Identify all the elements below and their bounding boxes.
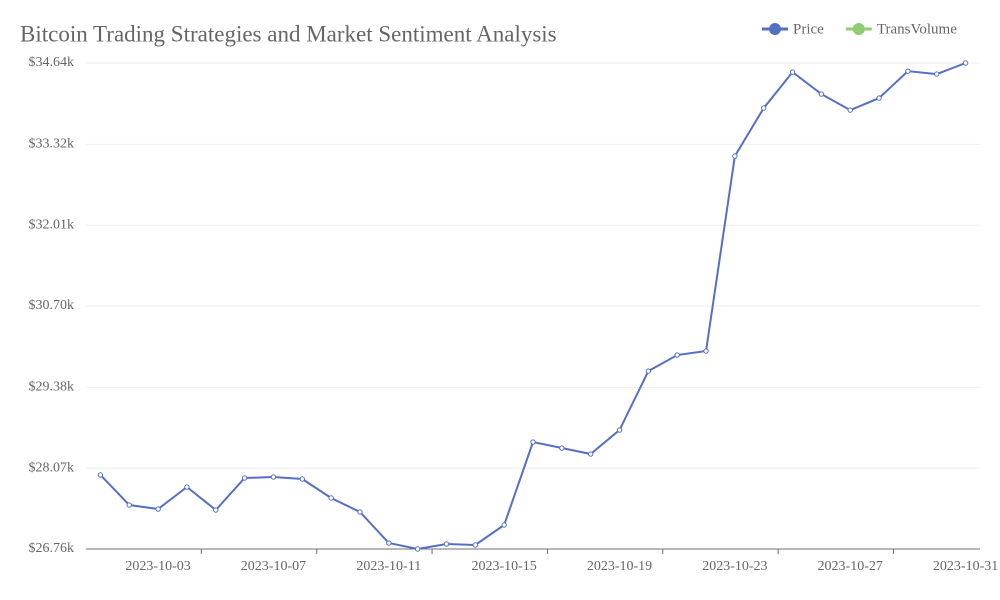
data-point	[299, 476, 305, 482]
data-point	[847, 107, 853, 113]
data-point	[530, 439, 536, 445]
x-tick-label: 2023-10-03	[125, 559, 190, 574]
data-point	[241, 475, 248, 481]
legend-symbol	[852, 23, 865, 35]
data-point	[184, 484, 190, 490]
data-point	[818, 91, 825, 97]
data-point	[962, 60, 969, 66]
data-point	[386, 540, 392, 546]
data-point	[357, 509, 363, 515]
chart-title: Bitcoin Trading Strategies and Market Se…	[20, 21, 557, 46]
legend-label: Price	[793, 21, 824, 37]
x-tick-label: 2023-10-27	[818, 559, 883, 574]
data-point	[876, 95, 882, 101]
y-tick-label: $29.38k	[29, 380, 75, 395]
x-tick-label: 2023-10-31	[933, 559, 998, 574]
data-point	[587, 451, 594, 457]
data-point	[213, 507, 219, 513]
x-tick-label: 2023-10-23	[702, 559, 767, 574]
legend-label: TransVolume	[877, 21, 957, 37]
data-point	[414, 546, 421, 552]
y-tick-label: $28.07k	[29, 460, 75, 475]
data-point	[126, 502, 132, 508]
data-point	[155, 506, 161, 512]
data-point	[97, 472, 104, 478]
y-tick-label: $30.70k	[29, 298, 75, 313]
data-point	[703, 348, 709, 354]
y-tick-label: $33.32k	[29, 137, 75, 152]
y-tick-label: $26.76k	[29, 541, 75, 556]
data-point	[761, 105, 767, 111]
data-point	[732, 153, 738, 159]
x-tick-label: 2023-10-19	[587, 559, 652, 574]
data-point	[934, 71, 940, 77]
data-point	[328, 495, 334, 501]
x-tick-label: 2023-10-07	[241, 559, 306, 574]
data-point	[645, 368, 652, 374]
data-point	[789, 69, 796, 75]
data-point	[472, 542, 479, 548]
data-point	[501, 522, 507, 528]
data-point	[559, 445, 565, 451]
y-tick-label: $32.01k	[29, 217, 75, 232]
data-point	[674, 352, 680, 358]
y-tick-label: $34.64k	[29, 55, 75, 70]
legend-symbol	[769, 23, 781, 35]
data-point	[616, 427, 623, 433]
data-point	[905, 68, 911, 74]
data-point	[270, 474, 277, 480]
x-tick-label: 2023-10-11	[356, 559, 421, 574]
x-tick-label: 2023-10-15	[471, 559, 536, 574]
data-point	[443, 541, 450, 547]
